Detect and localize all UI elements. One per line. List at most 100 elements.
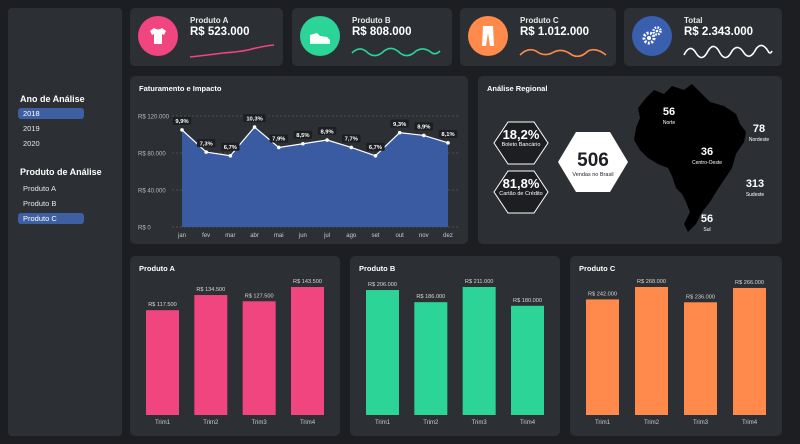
regional-panel-title: Análise Regional: [487, 84, 548, 93]
bar: [194, 295, 228, 415]
revenue-chart: R$ 120.000 R$ 80.000 R$ 40.000 R$ 0 9,9% jan 7…: [138, 114, 458, 239]
data-point: [180, 128, 184, 132]
year-filter-title: Ano de Análise: [20, 94, 85, 104]
year-option-2018[interactable]: 2018: [18, 108, 84, 119]
data-label: 7,7%: [345, 137, 358, 143]
kpi-card-produto-c: Produto C R$ 1.012.000: [460, 8, 616, 66]
data-label-bg: [438, 129, 458, 138]
total-sales-block: 506 Vendas no Brasil: [558, 150, 628, 178]
data-label: 8,9%: [320, 129, 333, 135]
total-sales-label: Vendas no Brasil: [572, 172, 614, 178]
bar-value-label: R$ 266.000: [735, 280, 764, 286]
boleto-percent: 18,2%: [502, 127, 540, 142]
sidebar: Ano de Análise 2018 2019 2020 Produto de…: [8, 8, 122, 436]
region-value-centro-oeste: 36: [700, 146, 714, 158]
region-value-nordeste: 78: [752, 123, 766, 135]
y-tick-label: R$ 120.000: [138, 115, 170, 121]
x-tick-label: Trim2: [203, 420, 219, 426]
bar-value-label: R$ 186.000: [416, 294, 445, 300]
x-tick-label: abr: [250, 233, 259, 239]
kpi-label: Produto B: [352, 16, 391, 25]
bar: [462, 287, 496, 415]
x-tick-label: Trim1: [595, 420, 611, 426]
bar-value-label: R$ 206.000: [368, 282, 397, 288]
bar-value-label: R$ 211.000: [465, 279, 494, 285]
data-label-bg: [196, 139, 216, 148]
product-option-c[interactable]: Produto C: [18, 213, 84, 224]
bar-value-label: R$ 143.500: [293, 279, 322, 285]
total-sales-hexagon: [558, 132, 628, 192]
kpi-card-produto-b: Produto B R$ 808.000: [292, 8, 452, 66]
data-point: [301, 141, 305, 146]
bar-value-label: R$ 127.500: [245, 293, 274, 299]
kpi-value: R$ 808.000: [352, 26, 412, 38]
data-label: 6,7%: [369, 145, 382, 151]
produto-a-title: Produto A: [139, 264, 175, 273]
sparkline: [189, 44, 275, 58]
data-point: [252, 125, 257, 129]
y-tick-label: R$ 40.000: [138, 189, 166, 195]
produto-c-panel: Produto C R$ 242.000 Trim1 R$ 268.000 Trim2…: [570, 256, 782, 436]
produto-c-title: Produto C: [579, 264, 616, 273]
produto-a-panel: Produto A R$ 117.500 Trim1 R$ 134.500 Trim2…: [130, 256, 340, 436]
x-tick-label: Trim3: [252, 420, 268, 426]
data-label-bg: [342, 134, 361, 143]
boleto-block: 18,2% Boleto Bancário: [494, 127, 548, 148]
x-tick-label: jan: [177, 233, 186, 239]
credito-label: Cartão de Crédito: [499, 191, 543, 197]
bar: [414, 302, 448, 415]
data-label: 7,9%: [272, 137, 285, 143]
bar-value-label: R$ 117.500: [148, 302, 177, 308]
regional-graphics: [493, 84, 746, 232]
product-option-a[interactable]: Produto A: [23, 184, 56, 193]
x-tick-label: Trim2: [423, 420, 439, 426]
data-label-bg: [390, 119, 409, 128]
produto-b-chart: R$ 206.000 Trim1 R$ 186.000 Trim2 R$ 211.000…: [366, 279, 544, 426]
x-tick-label: mai: [274, 233, 284, 239]
kpi-label: Produto A: [190, 16, 229, 25]
x-tick-label: set: [371, 233, 379, 239]
data-label: 7,3%: [200, 141, 213, 147]
data-label: 8,1%: [441, 132, 454, 138]
x-tick-label: Trim3: [693, 420, 709, 426]
x-tick-label: ago: [346, 233, 357, 239]
credito-block: 81,8% Cartão de Crédito: [494, 176, 548, 197]
product-option-b[interactable]: Produto B: [23, 199, 57, 208]
total-sales-value: 506: [577, 150, 609, 171]
region-value-norte: 56: [662, 106, 676, 118]
region-label-sudeste: Sudeste: [745, 192, 765, 198]
kpi-value: R$ 523.000: [190, 26, 250, 38]
x-tick-label: fev: [202, 233, 210, 239]
x-tick-label: Trim4: [300, 420, 316, 426]
data-point: [397, 130, 402, 135]
credito-hexagon: [493, 170, 549, 214]
year-option-2019[interactable]: 2019: [23, 124, 40, 133]
bar: [146, 310, 179, 415]
bar-value-label: R$ 180.000: [513, 298, 542, 304]
series-line: [181, 126, 449, 157]
year-option-2020[interactable]: 2020: [23, 139, 40, 148]
bar: [242, 301, 276, 415]
y-tick-label: R$ 0: [138, 226, 151, 232]
kpi-card-produto-a: Produto A R$ 523.000: [130, 8, 283, 66]
kpi-value: R$ 2.343.000: [684, 26, 754, 38]
sparkline: [683, 44, 773, 59]
boleto-label: Boleto Bancário: [501, 142, 541, 148]
revenue-panel: Faturamento e Impacto R$ 120.000 R$ 80.00…: [130, 76, 468, 244]
data-label-bg: [243, 114, 266, 123]
produto-c-chart: R$ 242.000 Trim1 R$ 268.000 Trim2 R$ 236.000…: [586, 279, 766, 426]
credito-percent: 81,8%: [502, 176, 540, 191]
area-fill: [182, 127, 448, 227]
sparkline: [351, 47, 441, 57]
data-point: [349, 145, 354, 150]
data-label-bg: [221, 142, 240, 151]
tshirt-icon: [138, 16, 178, 56]
x-tick-label: jun: [298, 233, 307, 239]
produto-b-panel: Produto B R$ 206.000 Trim1 R$ 186.000 Trim2…: [350, 256, 560, 436]
region-value-sul: 56: [700, 213, 714, 225]
produto-b-title: Produto B: [359, 264, 396, 273]
sparkline: [519, 48, 607, 58]
bar: [684, 302, 717, 415]
brazil-map: [634, 84, 746, 232]
kpi-value: R$ 1.012.000: [520, 26, 590, 38]
